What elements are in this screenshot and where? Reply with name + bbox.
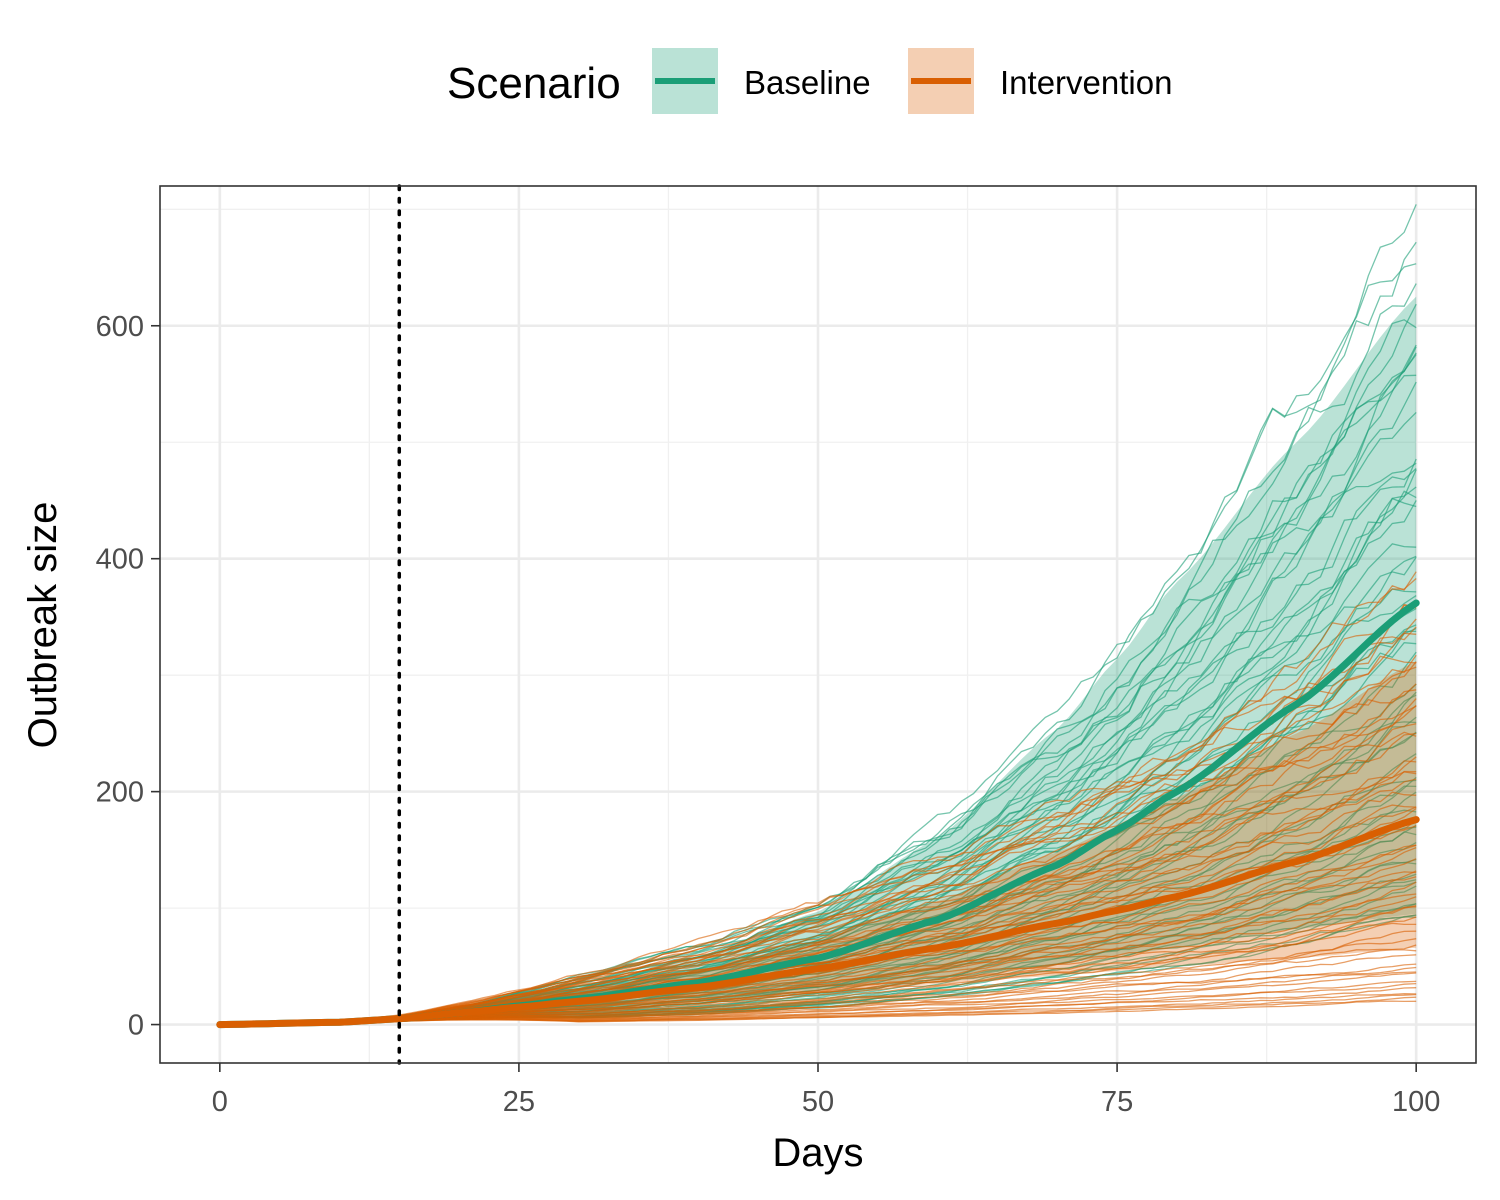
x-tick-label: 25 — [503, 1086, 535, 1118]
band-intervention — [219, 661, 1417, 1025]
y-tick-label: 600 — [96, 311, 144, 343]
legend-item-baseline: Baseline — [652, 48, 871, 114]
plot-panel — [159, 184, 1477, 1065]
band-baseline — [219, 296, 1417, 1025]
legend: Scenario Baseline Intervention — [447, 48, 1172, 114]
x-axis-title: Days — [772, 1131, 863, 1175]
x-axis: 0 25 50 75 100 — [212, 1063, 1440, 1118]
y-tick-label: 200 — [96, 777, 144, 809]
x-tick-label: 100 — [1392, 1086, 1440, 1118]
legend-title: Scenario — [447, 59, 621, 108]
x-tick-label: 75 — [1101, 1086, 1133, 1118]
legend-label-baseline: Baseline — [744, 64, 871, 101]
data-layer — [216, 204, 1420, 1029]
mean-line-intervention — [216, 816, 1420, 1029]
legend-item-intervention: Intervention — [908, 48, 1172, 114]
legend-label-intervention: Intervention — [1000, 64, 1172, 101]
y-axis-title: Outbreak size — [21, 502, 65, 749]
y-axis: 0 200 400 600 — [96, 311, 160, 1042]
trajectory-intervention — [219, 578, 1417, 1026]
trajectory-intervention — [219, 571, 1417, 1026]
x-tick-label: 50 — [802, 1086, 834, 1118]
y-tick-label: 400 — [96, 544, 144, 576]
y-tick-label: 0 — [128, 1010, 144, 1042]
x-tick-label: 0 — [212, 1086, 228, 1118]
